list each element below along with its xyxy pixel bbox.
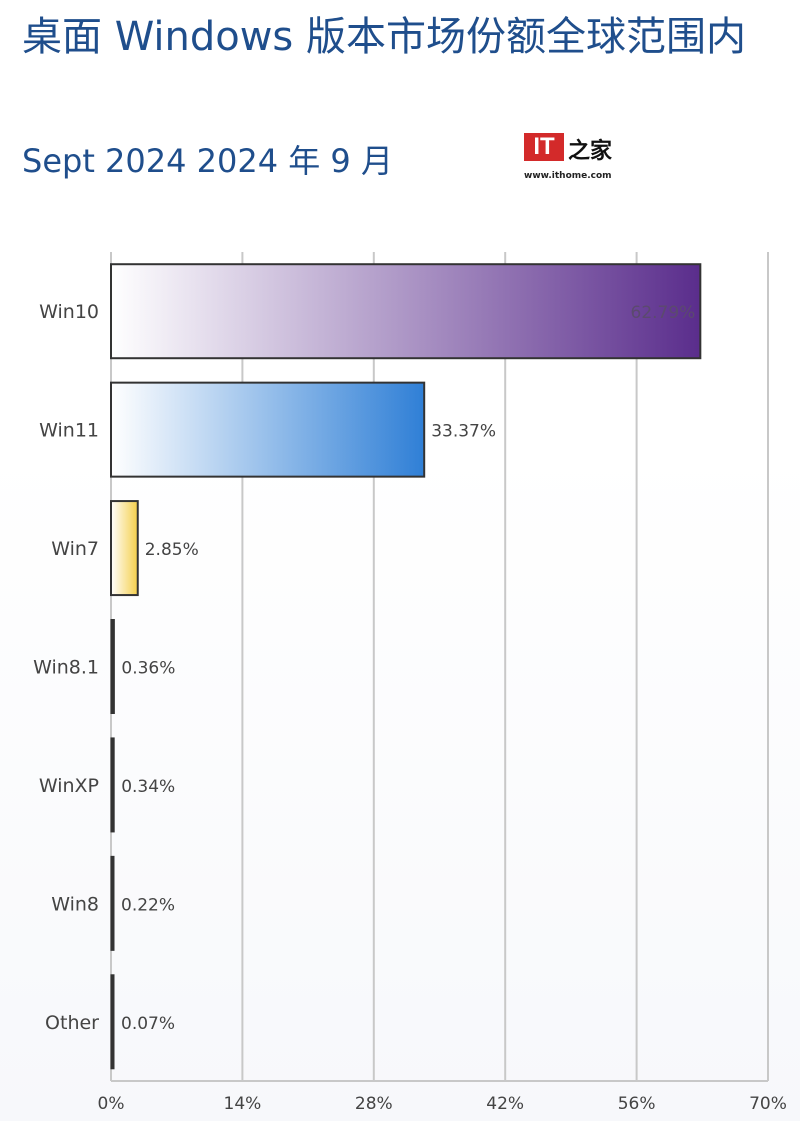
bar-win8 xyxy=(110,855,115,951)
data-label: 0.22% xyxy=(121,895,175,915)
x-tick-label: 14% xyxy=(224,1094,262,1114)
category-label: Win8.1 xyxy=(33,657,99,679)
page-title: 桌面 Windows 版本市场份额全球范围内 xyxy=(22,14,746,60)
x-tick-label: 42% xyxy=(486,1094,524,1114)
category-label: Win7 xyxy=(51,538,99,560)
data-label: 0.36% xyxy=(121,659,175,679)
category-label: Win8 xyxy=(51,893,99,915)
page-subtitle: Sept 2024 2024 年 9 月 xyxy=(22,142,393,180)
logo-it-mark: IT xyxy=(524,133,564,161)
bar-winxp xyxy=(110,737,115,833)
logo-cn-mark: 之家 xyxy=(568,139,613,164)
x-tick-label: 0% xyxy=(98,1094,125,1114)
bar-win11 xyxy=(110,381,426,478)
x-tick-label: 70% xyxy=(749,1094,787,1114)
category-label: WinXP xyxy=(39,775,99,797)
bar-other xyxy=(110,974,115,1070)
bar-win81 xyxy=(110,619,115,714)
category-label: Win11 xyxy=(39,420,99,442)
category-label: Other xyxy=(45,1012,99,1034)
category-label: Win10 xyxy=(39,301,99,323)
x-tick-label: 56% xyxy=(618,1094,656,1114)
x-tick-label: 28% xyxy=(355,1094,393,1114)
ithome-logo: IT 之家 www.ithome.com xyxy=(524,133,616,185)
data-label: 33.37% xyxy=(431,422,496,442)
data-label: 0.34% xyxy=(121,777,175,797)
bar-win10 xyxy=(110,263,702,360)
data-label: 2.85% xyxy=(145,540,199,560)
data-label: 0.07% xyxy=(121,1014,175,1034)
logo-url: www.ithome.com xyxy=(524,171,612,181)
bar-win7 xyxy=(110,500,139,597)
data-label: 62.79% xyxy=(631,303,696,323)
